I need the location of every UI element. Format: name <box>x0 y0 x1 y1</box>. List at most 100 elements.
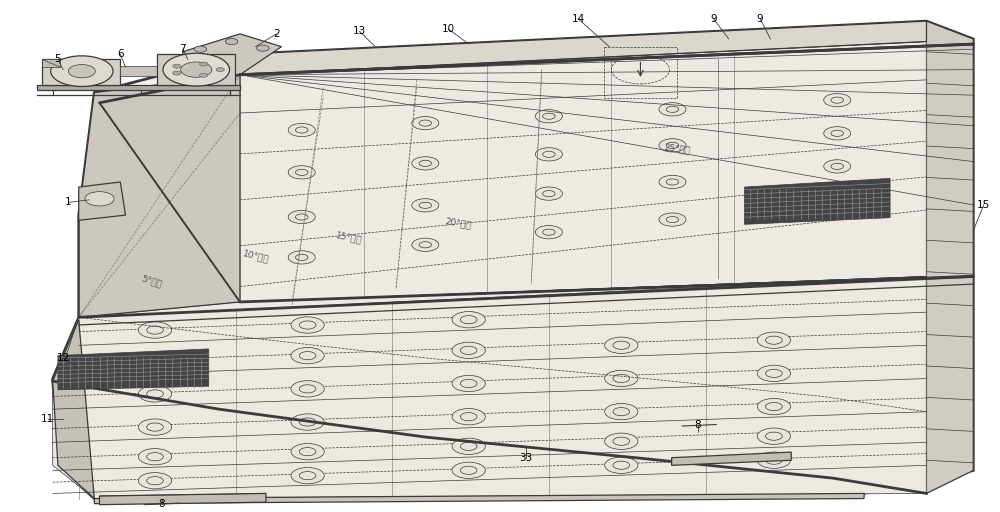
Polygon shape <box>53 320 94 499</box>
Circle shape <box>138 473 172 489</box>
Circle shape <box>757 428 791 444</box>
Circle shape <box>824 126 851 140</box>
Circle shape <box>291 467 324 484</box>
Circle shape <box>659 213 686 226</box>
Circle shape <box>757 452 791 468</box>
Circle shape <box>194 46 207 52</box>
Text: 15°筛面: 15°筛面 <box>335 231 363 245</box>
Circle shape <box>452 311 485 328</box>
Circle shape <box>173 71 181 75</box>
Circle shape <box>452 342 485 358</box>
Circle shape <box>824 160 851 173</box>
Circle shape <box>535 226 562 239</box>
Polygon shape <box>744 178 890 224</box>
Circle shape <box>824 196 851 209</box>
Circle shape <box>181 62 212 77</box>
Circle shape <box>288 251 315 264</box>
Circle shape <box>163 53 230 86</box>
Text: 9: 9 <box>757 13 763 24</box>
Text: 33: 33 <box>519 453 533 463</box>
Text: 14: 14 <box>571 13 585 24</box>
Polygon shape <box>53 21 973 499</box>
Circle shape <box>291 414 324 430</box>
Text: 9: 9 <box>710 13 717 24</box>
Text: 25°筛面: 25°筛面 <box>663 142 691 155</box>
Text: 6: 6 <box>117 49 124 59</box>
Circle shape <box>605 403 638 420</box>
Text: 7: 7 <box>179 44 186 54</box>
Circle shape <box>757 398 791 415</box>
Circle shape <box>535 147 562 161</box>
Polygon shape <box>926 21 973 494</box>
Circle shape <box>288 123 315 137</box>
Circle shape <box>288 166 315 179</box>
Circle shape <box>535 110 562 123</box>
Circle shape <box>138 353 172 369</box>
Circle shape <box>605 337 638 353</box>
Circle shape <box>257 45 269 51</box>
Text: 2: 2 <box>273 29 280 39</box>
Circle shape <box>535 187 562 200</box>
Text: 10°筛面: 10°筛面 <box>241 248 270 264</box>
Circle shape <box>452 375 485 392</box>
Circle shape <box>605 433 638 450</box>
Polygon shape <box>42 59 60 67</box>
Circle shape <box>605 370 638 387</box>
Polygon shape <box>79 182 126 220</box>
Polygon shape <box>240 21 973 75</box>
Polygon shape <box>100 494 266 505</box>
Polygon shape <box>53 276 926 499</box>
Polygon shape <box>120 66 157 76</box>
Circle shape <box>757 332 791 348</box>
Circle shape <box>412 199 439 212</box>
Text: 5: 5 <box>55 54 61 65</box>
Circle shape <box>138 386 172 402</box>
Circle shape <box>291 348 324 364</box>
Circle shape <box>824 94 851 107</box>
Text: 11: 11 <box>41 414 54 424</box>
Circle shape <box>138 419 172 435</box>
Text: 15: 15 <box>977 200 990 210</box>
Text: 20°筛面: 20°筛面 <box>444 216 472 229</box>
Polygon shape <box>79 75 240 317</box>
Text: 8: 8 <box>159 499 165 508</box>
Circle shape <box>659 103 686 116</box>
Text: 12: 12 <box>56 353 70 363</box>
Text: 10: 10 <box>441 24 455 34</box>
Circle shape <box>659 175 686 188</box>
Circle shape <box>412 157 439 170</box>
Circle shape <box>138 322 172 338</box>
Circle shape <box>138 449 172 465</box>
Polygon shape <box>37 85 240 90</box>
Circle shape <box>605 457 638 474</box>
Polygon shape <box>672 452 791 465</box>
Circle shape <box>452 438 485 455</box>
Text: 1: 1 <box>65 198 72 207</box>
Circle shape <box>68 65 95 78</box>
Circle shape <box>412 238 439 251</box>
Circle shape <box>412 116 439 130</box>
Circle shape <box>173 64 181 68</box>
Polygon shape <box>183 34 282 75</box>
Polygon shape <box>42 59 120 85</box>
Circle shape <box>291 380 324 397</box>
Circle shape <box>291 443 324 460</box>
Polygon shape <box>157 54 235 85</box>
Polygon shape <box>240 41 926 302</box>
Circle shape <box>51 56 113 87</box>
Text: 8: 8 <box>694 419 701 430</box>
Circle shape <box>199 62 208 66</box>
Circle shape <box>291 317 324 333</box>
Text: 5°筛面: 5°筛面 <box>140 274 163 289</box>
Circle shape <box>452 409 485 425</box>
Circle shape <box>216 68 224 72</box>
Circle shape <box>659 139 686 152</box>
Circle shape <box>85 191 114 206</box>
Text: 13: 13 <box>353 26 366 36</box>
Circle shape <box>757 365 791 381</box>
Circle shape <box>288 210 315 224</box>
Circle shape <box>199 73 208 77</box>
Circle shape <box>225 38 238 45</box>
Polygon shape <box>58 349 209 390</box>
Circle shape <box>452 462 485 479</box>
